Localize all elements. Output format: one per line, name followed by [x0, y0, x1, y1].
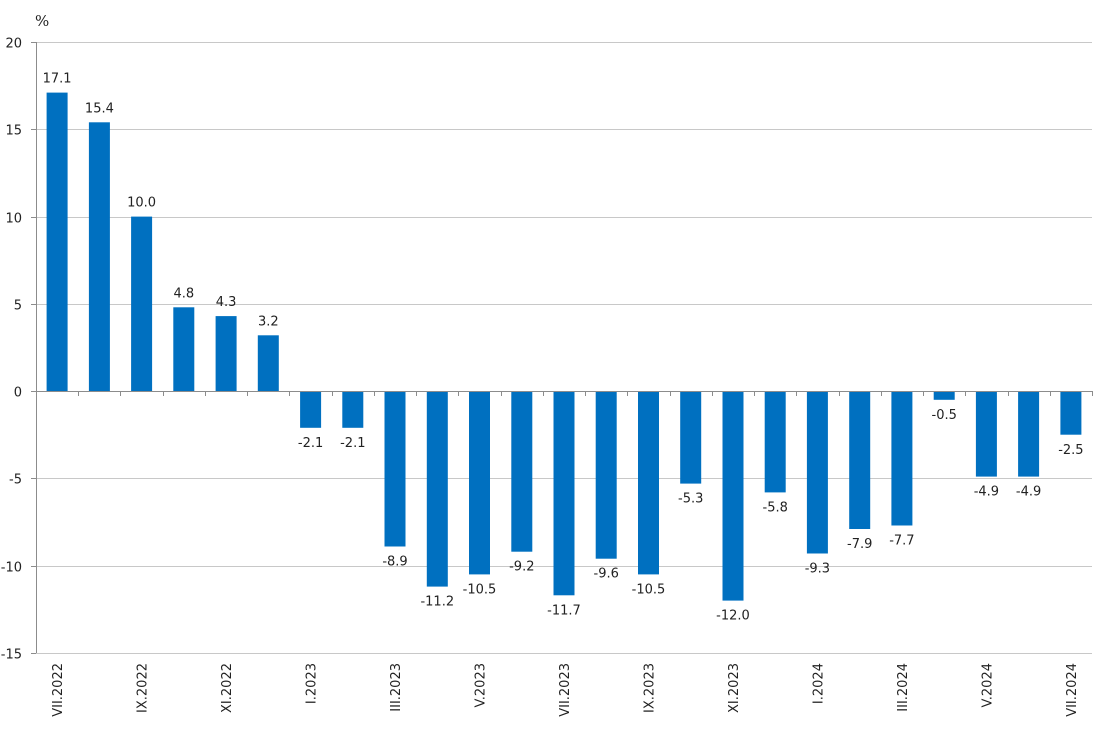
y-tick-label: 0: [14, 386, 22, 401]
x-tick-label: XI.2023: [727, 663, 742, 713]
data-label: -10.5: [632, 582, 666, 597]
bar: [88, 122, 110, 392]
x-tick-label: IX.2023: [643, 663, 658, 713]
bar: [46, 92, 68, 392]
y-tick-label: -15: [1, 648, 22, 663]
data-label: -11.2: [420, 595, 454, 610]
y-tick-label: 15: [5, 124, 22, 139]
x-tick-label: V.2023: [474, 663, 489, 707]
bar: [933, 391, 955, 400]
x-tick-label: V.2024: [980, 663, 995, 707]
bar: [257, 335, 279, 392]
bar: [722, 391, 744, 601]
data-label: -11.7: [547, 603, 581, 618]
bar: [553, 391, 575, 596]
y-unit-label: %: [35, 12, 49, 30]
data-label: 4.8: [173, 286, 194, 301]
data-labels: 17.1 15.4 10.0 4.8 4.3 3.2 -2.1 -2.1 -8.9 -11.2 -1…: [43, 72, 1084, 624]
data-label: -0.5: [932, 408, 957, 423]
x-tick-label: VII.2024: [1065, 663, 1080, 717]
bar: [469, 391, 490, 575]
data-label: -9.3: [805, 562, 830, 577]
data-label: -8.9: [382, 555, 407, 570]
x-tick-label: I.2023: [305, 663, 320, 704]
y-axis-ticks: 20 15 10 5 0 -5 -10 -15: [1, 37, 22, 663]
data-label: -4.9: [974, 485, 999, 500]
bar: [975, 391, 997, 477]
y-tick-label: 5: [14, 299, 22, 314]
data-label: -5.8: [763, 500, 788, 515]
data-label: -2.5: [1058, 443, 1083, 458]
data-label: -2.1: [340, 436, 365, 451]
data-label: -9.2: [509, 560, 534, 575]
data-label: -4.9: [1016, 485, 1041, 500]
x-tick-label: IX.2022: [136, 663, 151, 713]
axes: [31, 42, 1093, 654]
bar: [849, 391, 871, 529]
bar: [173, 307, 195, 392]
data-label: 3.2: [258, 314, 279, 329]
data-label: -7.7: [889, 534, 914, 549]
bar: [891, 391, 913, 526]
data-label: -9.6: [594, 567, 619, 582]
data-label: 4.3: [216, 295, 237, 310]
x-tick-label: XI.2022: [220, 663, 235, 713]
y-tick-label: 10: [5, 212, 22, 227]
bar: [342, 391, 364, 428]
y-tick-label: -10: [1, 561, 22, 576]
x-tick-label: III.2024: [896, 663, 911, 712]
bar: [1018, 391, 1040, 477]
bar: [300, 391, 322, 428]
bar: [215, 316, 237, 392]
bar: [426, 391, 448, 587]
data-label: -10.5: [463, 582, 497, 597]
bar: [638, 391, 659, 575]
bars: [46, 92, 1082, 601]
bar: [384, 391, 406, 547]
bar: [1060, 391, 1082, 435]
x-tick-label: VII.2022: [51, 663, 66, 717]
bar: [595, 391, 617, 559]
bar: [511, 391, 533, 552]
x-tick-label: VII.2023: [558, 663, 573, 717]
bar: [680, 391, 702, 484]
data-label: -7.9: [847, 537, 872, 552]
y-tick-label: -5: [9, 473, 22, 488]
data-label: -5.3: [678, 492, 703, 507]
y-tick-label: 20: [5, 37, 22, 52]
bar: [131, 216, 153, 392]
data-label: 17.1: [43, 72, 72, 87]
data-label: 15.4: [85, 101, 114, 116]
x-axis-ticks: VII.2022 IX.2022 XI.2022 I.2023 III.2023 V.20…: [51, 663, 1080, 717]
x-tick-label: I.2024: [811, 663, 826, 704]
bar: [806, 391, 828, 554]
data-label: -12.0: [716, 609, 750, 624]
data-label: -2.1: [298, 436, 323, 451]
x-tick-label: III.2023: [389, 663, 404, 712]
data-label: 10.0: [127, 196, 156, 211]
bar: [764, 391, 786, 493]
